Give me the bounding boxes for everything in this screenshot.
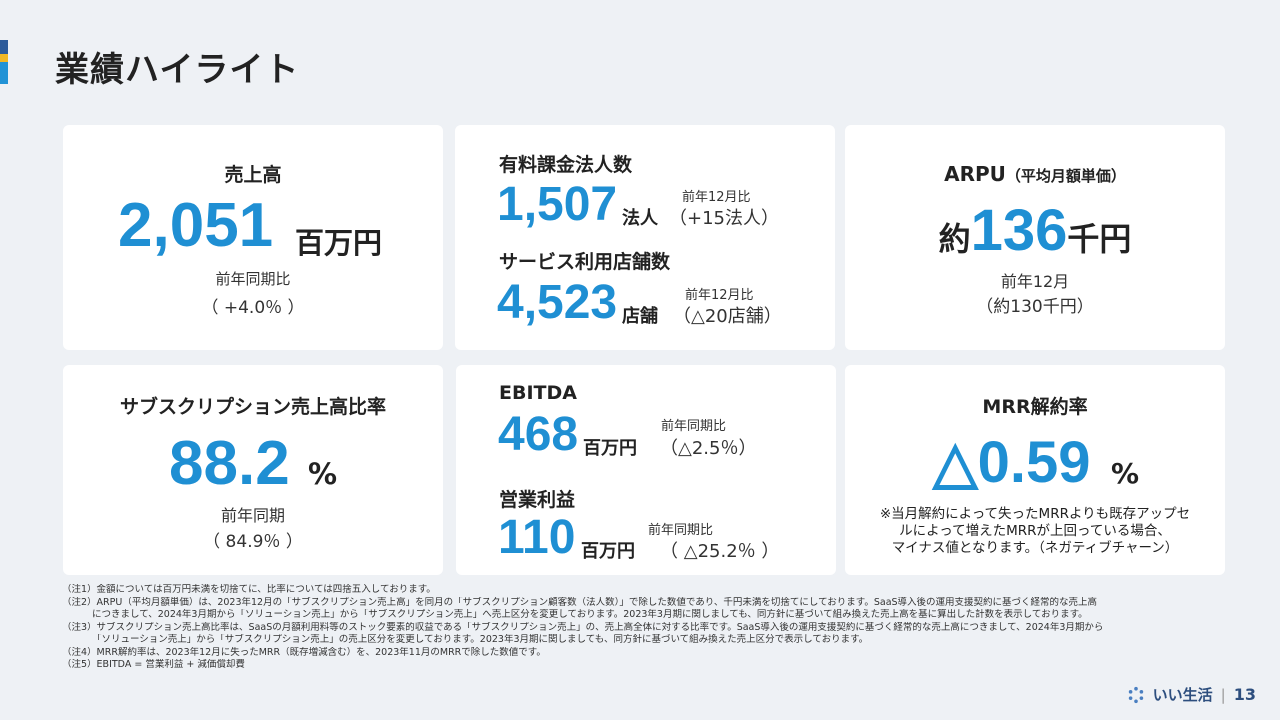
footnote-line: （注3）サブスクリプション売上高比率は、SaaSの月額利用料等のストック要素的収…	[62, 621, 1104, 633]
revenue-card: 売上高 2,051 百万円 前年同期比 （ +4.0％ ）	[63, 125, 443, 350]
paying-companies-unit: 法人	[622, 208, 658, 229]
mrr-churn-title: MRR解約率	[982, 396, 1088, 418]
arpu-value: 136	[970, 198, 1068, 263]
mrr-churn-note-line: マイナス値となります。（ネガティブチャーン）	[891, 540, 1179, 556]
revenue-title: 売上高	[224, 164, 282, 186]
subscription-ratio-compare-value: （ 84.9％ ）	[203, 532, 303, 552]
stores-value: 4,523	[497, 276, 618, 329]
paying-companies-compare-value: （+15法人）	[669, 208, 779, 229]
page-title: 業績ハイライト	[55, 50, 300, 90]
arpu-title: ARPU（平均月額単価）	[845, 162, 1225, 186]
arpu-title-paren: （平均月額単価）	[1005, 167, 1126, 185]
arpu-prefix: 約	[938, 220, 971, 258]
subscription-ratio-compare-label: 前年同期	[220, 506, 285, 525]
revenue-unit: 百万円	[295, 226, 383, 260]
profit-card: EBITDA 468 百万円 前年同期比 （△2.5％） 営業利益 110 百万…	[456, 365, 836, 575]
arpu-value-row: 約136千円	[845, 197, 1225, 264]
operating-profit-compare-label: 前年同期比	[648, 523, 714, 538]
mrr-churn-value: △0.59	[933, 430, 1091, 495]
revenue-value: 2,051	[118, 191, 274, 260]
arpu-card: ARPU（平均月額単価） 約136千円 前年12月 （約130千円）	[845, 125, 1225, 350]
operating-profit-value: 110	[498, 511, 576, 564]
footnote-line: （注2）ARPU（平均月額単価）は、2023年12月の「サブスクリプション売上高…	[62, 596, 1098, 608]
stores-unit: 店舗	[622, 306, 658, 327]
arpu-unit: 千円	[1067, 220, 1132, 258]
ebitda-compare-label: 前年同期比	[661, 419, 727, 434]
paying-companies-compare-label: 前年12月比	[682, 190, 751, 205]
arpu-title-main: ARPU	[944, 162, 1006, 186]
page-number: 13	[1233, 685, 1256, 704]
paying-companies-title: 有料課金法人数	[499, 154, 633, 176]
customers-card: 有料課金法人数 1,507 法人 前年12月比 （+15法人） サービス利用店舗…	[455, 125, 835, 350]
footnotes: （注1）金額については百万円未満を切捨てに、比率については四捨五入しております。…	[62, 584, 1232, 672]
footnote-line: （注5）EBITDA = 営業利益 + 減価償却費	[62, 659, 245, 670]
paying-companies-value: 1,507	[497, 178, 618, 231]
footer: いい生活 | 13	[1127, 684, 1256, 705]
footnote-line: （注4）MRR解約率は、2023年12月に失ったMRR（既存増減含む）を、202…	[62, 646, 546, 658]
iisei-logo-icon	[1128, 686, 1143, 703]
footnote-line: 「ソリューション売上」から「サブスクリプション売上」の売上区分を変更しております…	[92, 634, 869, 645]
operating-profit-unit: 百万円	[581, 541, 635, 562]
mrr-churn-note: ※当月解約によって失ったMRRよりも既存アップセ ルによって増えたMRRが上回っ…	[845, 506, 1225, 557]
stores-compare-value: （△20店舗）	[673, 306, 782, 327]
footer-separator: |	[1220, 685, 1226, 704]
footnote-line: （注1）金額については百万円未満を切捨てに、比率については四捨五入しております。	[62, 584, 436, 595]
ebitda-unit: 百万円	[583, 438, 637, 459]
mrr-churn-card: MRR解約率 △0.59 % ※当月解約によって失ったMRRよりも既存アップセ …	[845, 365, 1225, 575]
mrr-churn-note-line: ルによって増えたMRRが上回っている場合、	[899, 523, 1171, 539]
title-accent-bar	[0, 40, 8, 84]
ebitda-compare-value: （△2.5％）	[660, 438, 757, 459]
subscription-ratio-value: 88.2	[169, 429, 290, 498]
revenue-compare-value: （ +4.0％ ）	[201, 298, 305, 318]
revenue-compare-label: 前年同期比	[215, 270, 291, 288]
subscription-ratio-unit: %	[308, 457, 338, 491]
mrr-churn-note-line: ※当月解約によって失ったMRRよりも既存アップセ	[879, 506, 1191, 522]
ebitda-title: EBITDA	[499, 382, 577, 404]
ebitda-value: 468	[498, 408, 579, 461]
operating-profit-compare-value: （ △25.2％ ）	[660, 541, 780, 562]
stores-compare-label: 前年12月比	[685, 288, 754, 303]
footnote-line: につきまして、2024年3月期から「ソリューション売上」から「サブスクリプション…	[92, 609, 1088, 620]
footer-brand: いい生活	[1152, 686, 1213, 704]
arpu-compare-label: 前年12月	[1000, 272, 1070, 291]
subscription-ratio-card: サブスクリプション売上高比率 88.2 % 前年同期 （ 84.9％ ）	[63, 365, 443, 575]
arpu-compare-value: （約130千円）	[976, 297, 1094, 317]
subscription-ratio-title: サブスクリプション売上高比率	[119, 396, 386, 418]
operating-profit-title: 営業利益	[499, 489, 576, 511]
mrr-churn-unit: %	[1111, 457, 1140, 490]
stores-title: サービス利用店舗数	[499, 251, 671, 273]
